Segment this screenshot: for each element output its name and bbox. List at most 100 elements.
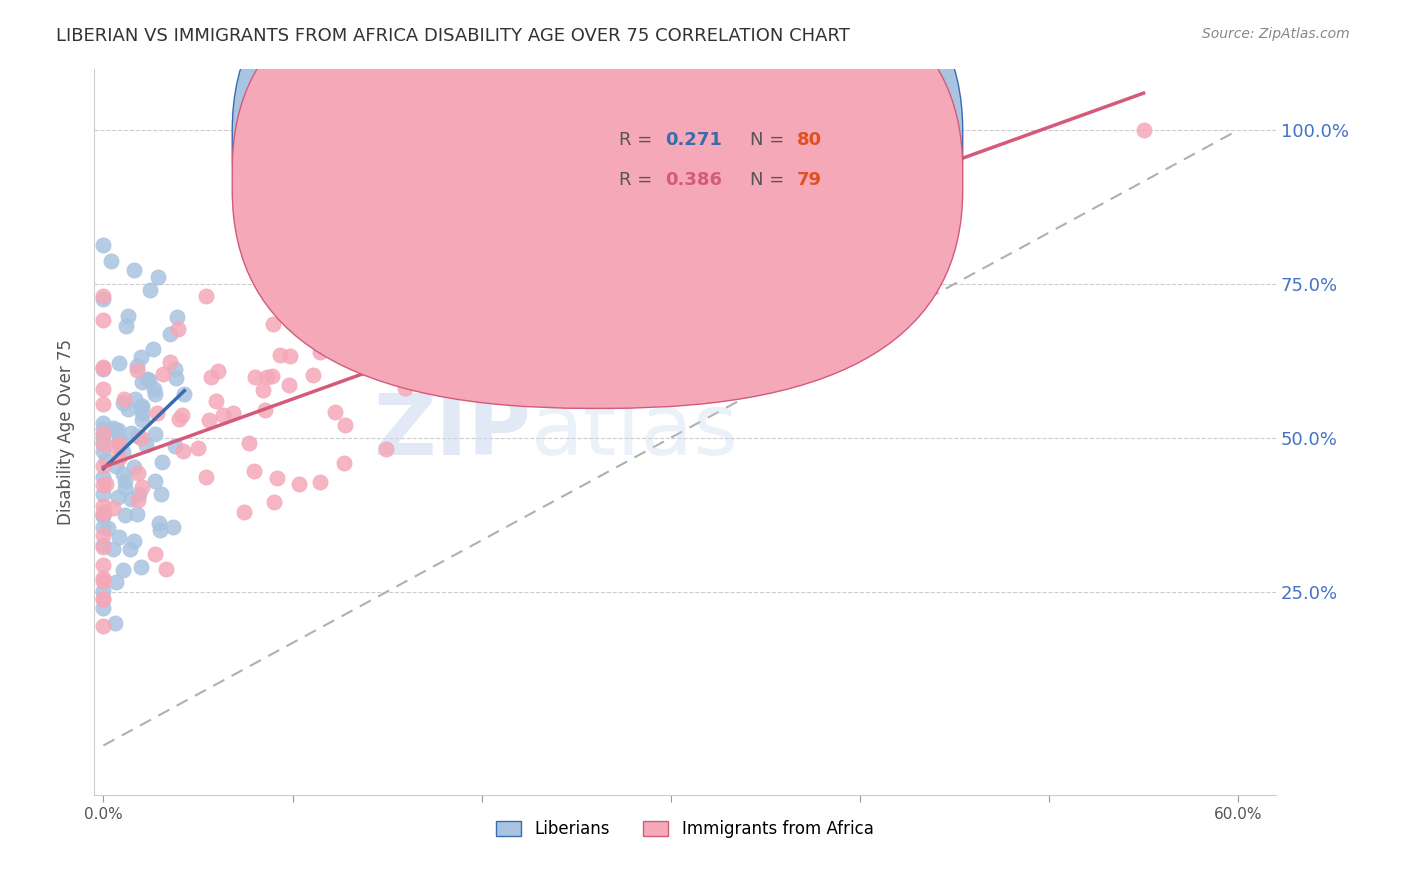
Point bbox=[166, 310, 188, 324]
Point bbox=[93, 289, 115, 303]
Text: 80: 80 bbox=[797, 131, 823, 149]
Point bbox=[233, 504, 256, 518]
Point bbox=[93, 538, 115, 552]
Point bbox=[114, 474, 136, 488]
Point bbox=[194, 289, 217, 303]
Point bbox=[124, 534, 146, 549]
Point bbox=[204, 393, 226, 408]
Point bbox=[107, 530, 129, 544]
Point bbox=[323, 405, 346, 419]
Point bbox=[107, 490, 129, 504]
Point bbox=[93, 238, 115, 252]
Point bbox=[263, 495, 285, 509]
Point bbox=[93, 591, 115, 606]
Point bbox=[93, 574, 115, 588]
Point bbox=[287, 477, 309, 491]
Point bbox=[142, 342, 165, 356]
Text: atlas: atlas bbox=[531, 390, 740, 473]
Point bbox=[243, 464, 266, 478]
Point bbox=[107, 434, 129, 448]
Point bbox=[93, 426, 115, 441]
Point bbox=[136, 371, 159, 385]
Point bbox=[146, 269, 169, 284]
Point bbox=[93, 478, 115, 492]
Point bbox=[245, 369, 267, 384]
Point bbox=[93, 619, 115, 633]
Point bbox=[1132, 123, 1154, 137]
Point bbox=[93, 422, 115, 436]
Point bbox=[377, 298, 399, 312]
Point bbox=[252, 384, 274, 398]
Point bbox=[135, 438, 157, 452]
Point bbox=[127, 492, 149, 507]
Point bbox=[129, 560, 152, 574]
Text: Source: ZipAtlas.com: Source: ZipAtlas.com bbox=[1202, 27, 1350, 41]
Point bbox=[309, 475, 332, 489]
Point bbox=[93, 571, 115, 585]
Point bbox=[269, 297, 291, 311]
Point bbox=[127, 428, 149, 442]
Point bbox=[143, 387, 166, 401]
Point bbox=[162, 520, 184, 534]
Point bbox=[152, 367, 174, 381]
Text: R =: R = bbox=[619, 131, 658, 149]
Point bbox=[93, 382, 115, 396]
Point bbox=[309, 344, 332, 359]
Point bbox=[93, 601, 115, 615]
Point bbox=[302, 368, 325, 382]
Point bbox=[309, 265, 332, 279]
Point bbox=[104, 574, 127, 589]
Point bbox=[256, 370, 278, 384]
Point bbox=[128, 487, 150, 501]
Point bbox=[143, 474, 166, 488]
Point bbox=[97, 521, 120, 535]
Point bbox=[127, 359, 149, 373]
Point bbox=[93, 444, 115, 458]
Point bbox=[212, 408, 235, 422]
Point bbox=[120, 492, 142, 507]
Point bbox=[127, 466, 149, 480]
Point bbox=[101, 500, 124, 515]
Point bbox=[167, 321, 190, 335]
FancyBboxPatch shape bbox=[232, 0, 963, 370]
Text: R =: R = bbox=[619, 170, 658, 188]
Point bbox=[115, 319, 138, 334]
Point bbox=[112, 563, 135, 577]
Point bbox=[93, 487, 115, 501]
Point bbox=[159, 327, 181, 342]
Point bbox=[93, 437, 115, 451]
Point bbox=[187, 442, 209, 456]
Point bbox=[150, 486, 173, 500]
Point bbox=[131, 479, 153, 493]
Point bbox=[93, 470, 115, 484]
Point bbox=[149, 523, 172, 537]
Point bbox=[100, 254, 122, 268]
Point bbox=[112, 392, 135, 407]
Point bbox=[93, 508, 115, 522]
Point bbox=[159, 355, 181, 369]
Point bbox=[238, 435, 260, 450]
Point bbox=[120, 425, 142, 440]
Point bbox=[374, 442, 396, 457]
Point bbox=[101, 542, 124, 557]
Point bbox=[107, 450, 129, 465]
Point bbox=[131, 400, 153, 414]
Y-axis label: Disability Age Over 75: Disability Age Over 75 bbox=[58, 339, 75, 524]
Point bbox=[93, 506, 115, 520]
Point bbox=[93, 528, 115, 542]
Point bbox=[278, 378, 301, 392]
Text: ZIP: ZIP bbox=[374, 390, 531, 473]
Point bbox=[125, 508, 148, 522]
Point bbox=[131, 413, 153, 427]
Point bbox=[357, 234, 380, 248]
Point bbox=[93, 360, 115, 375]
Text: LIBERIAN VS IMMIGRANTS FROM AFRICA DISABILITY AGE OVER 75 CORRELATION CHART: LIBERIAN VS IMMIGRANTS FROM AFRICA DISAB… bbox=[56, 27, 851, 45]
Point bbox=[93, 505, 115, 519]
Point bbox=[93, 416, 115, 430]
Point bbox=[93, 396, 115, 410]
Point bbox=[266, 470, 288, 484]
Point bbox=[129, 350, 152, 364]
Point bbox=[93, 558, 115, 573]
Point bbox=[117, 309, 139, 323]
Point bbox=[125, 363, 148, 377]
